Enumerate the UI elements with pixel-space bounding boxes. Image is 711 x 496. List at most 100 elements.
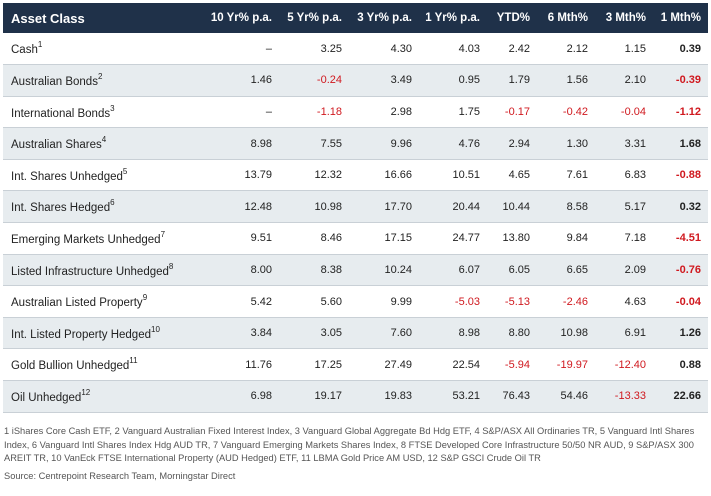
asset-class-label: Gold Bullion Unhedged (11, 360, 130, 373)
asset-returns-table: Asset Class 10 Yr% p.a. 5 Yr% p.a. 3 Yr%… (3, 3, 708, 413)
table-row: International Bonds3 – -1.18 2.98 1.75 -0.17 -… (3, 96, 708, 128)
column-header: 3 Mth% (605, 12, 646, 24)
return-value-cell: -0.42 (562, 105, 588, 118)
table-header-row: Asset Class 10 Yr% p.a. 5 Yr% p.a. 3 Yr%… (3, 3, 708, 33)
asset-class-cell: Int. Shares Hedged6 (3, 191, 199, 223)
footnote-marker: 4 (101, 135, 107, 145)
return-value-cell: 3.49 (390, 74, 412, 87)
return-value-cell: 0.39 (679, 42, 701, 55)
return-value-cell: -5.03 (454, 295, 480, 308)
return-value-cell: 5.60 (320, 295, 342, 308)
return-value-cell: -0.76 (675, 263, 701, 276)
return-value-cell: 8.80 (508, 327, 530, 340)
table-row: Listed Infrastructure Unhedged8 8.00 8.38 1… (3, 254, 708, 286)
asset-class-label: Int. Shares Unhedged (11, 170, 123, 183)
asset-class-cell: Australian Bonds2 (3, 65, 199, 97)
footnote-marker: 8 (168, 261, 174, 271)
return-value-cell: 2.42 (508, 42, 530, 55)
asset-class-cell: Cash1 (3, 33, 199, 65)
return-value-cell: 54.46 (560, 390, 588, 403)
return-value-cell: 16.66 (384, 169, 412, 182)
column-header: Asset Class (11, 10, 85, 26)
return-value-cell: -0.39 (675, 74, 701, 87)
footnote-marker: 12 (81, 387, 91, 397)
return-value-cell: -0.88 (675, 169, 701, 182)
return-value-cell: 22.66 (673, 390, 701, 403)
return-value-cell: -0.04 (675, 295, 701, 308)
return-value-cell: 1.15 (624, 42, 646, 55)
return-value-cell: 10.98 (560, 327, 588, 340)
table-row: Australian Bonds2 1.46 -0.24 3.49 0.95 1.79 1.… (3, 64, 708, 97)
asset-class-cell: Australian Listed Property9 (3, 286, 199, 318)
return-value-cell: 17.25 (314, 358, 342, 371)
return-value-cell: -4.51 (675, 232, 701, 245)
return-value-cell: 2.12 (566, 42, 588, 55)
asset-class-cell: International Bonds3 (3, 96, 199, 128)
return-value-cell: 4.30 (390, 42, 412, 55)
return-value-cell: 4.03 (458, 42, 480, 55)
table-row: Australian Listed Property9 5.42 5.60 9.99 -… (3, 285, 708, 318)
return-value-cell: 10.24 (384, 263, 412, 276)
footnote-marker: 3 (110, 103, 115, 113)
return-value-cell: 1.68 (679, 137, 701, 150)
return-value-cell: 1.56 (566, 74, 588, 87)
return-value-cell: 9.99 (390, 295, 412, 308)
return-value-cell: -0.04 (620, 105, 646, 118)
return-value-cell: -0.17 (504, 105, 530, 118)
return-value-cell: 8.46 (320, 232, 342, 245)
return-value-cell: 6.05 (508, 263, 530, 276)
return-value-cell: 53.21 (452, 390, 480, 403)
return-value-cell: 2.10 (624, 74, 646, 87)
return-value-cell: 22.54 (452, 358, 480, 371)
return-value-cell: 7.55 (320, 137, 342, 150)
asset-class-label: Australian Shares (11, 138, 102, 151)
return-value-cell: 10.51 (452, 169, 480, 182)
return-value-cell: 2.94 (508, 137, 530, 150)
table-body: Cash1 – 3.25 4.30 4.03 2.42 2.12 1.15 0.39 Austra… (3, 33, 708, 413)
footnote-marker: 11 (129, 356, 138, 366)
return-value-cell: 8.00 (250, 263, 272, 276)
asset-class-label: Int. Listed Property Hedged (11, 328, 151, 341)
column-header: 1 Yr% p.a. (425, 12, 480, 24)
asset-class-cell: Listed Infrastructure Unhedged8 (3, 254, 199, 286)
return-value-cell: 6.91 (624, 327, 646, 340)
asset-class-label: Listed Infrastructure Unhedged (11, 265, 169, 278)
return-value-cell: 1.79 (508, 74, 530, 87)
asset-class-label: Australian Bonds (11, 75, 98, 88)
return-value-cell: 6.07 (458, 263, 480, 276)
return-value-cell: 3.05 (320, 327, 342, 340)
column-header: 3 Yr% p.a. (357, 12, 412, 24)
return-value-cell: 7.18 (624, 232, 646, 245)
return-value-cell: 1.46 (250, 74, 272, 87)
return-value-cell: 0.32 (679, 200, 701, 213)
return-value-cell: 6.65 (566, 263, 588, 276)
return-value-cell: -5.13 (504, 295, 530, 308)
return-value-cell: 3.25 (320, 42, 342, 55)
return-value-cell: 2.98 (390, 105, 412, 118)
return-value-cell: 20.44 (452, 200, 480, 213)
table-row: Cash1 – 3.25 4.30 4.03 2.42 2.12 1.15 0.39 (3, 33, 708, 65)
return-value-cell: 9.84 (566, 232, 588, 245)
footnotes-text: 1 iShares Core Cash ETF, 2 Vanguard Aust… (4, 426, 695, 463)
returns-table-page: Asset Class 10 Yr% p.a. 5 Yr% p.a. 3 Yr%… (0, 3, 711, 496)
source-text: Source: Centrepoint Research Team, Morni… (4, 470, 236, 481)
return-value-cell: 27.49 (384, 358, 412, 371)
footnotes-block: 1 iShares Core Cash ETF, 2 Vanguard Aust… (4, 425, 704, 483)
return-value-cell: -13.33 (614, 390, 646, 403)
return-value-cell: 76.43 (502, 390, 530, 403)
asset-class-label: Cash (11, 43, 38, 56)
return-value-cell: 6.83 (624, 169, 646, 182)
asset-class-label: Int. Shares Hedged (11, 202, 111, 215)
return-value-cell: 13.80 (502, 232, 530, 245)
return-value-cell: 19.83 (384, 390, 412, 403)
return-value-cell: 1.30 (566, 137, 588, 150)
return-value-cell: 7.60 (390, 327, 412, 340)
return-value-cell: -19.97 (556, 358, 588, 371)
asset-class-cell: Int. Shares Unhedged5 (3, 159, 199, 191)
return-value-cell: 24.77 (452, 232, 480, 245)
footnote-marker: 9 (142, 293, 148, 303)
asset-class-cell: Emerging Markets Unhedged7 (3, 223, 199, 255)
footnote-marker: 7 (160, 229, 166, 239)
return-value-cell: 9.51 (250, 232, 272, 245)
return-value-cell: 11.76 (245, 358, 272, 371)
